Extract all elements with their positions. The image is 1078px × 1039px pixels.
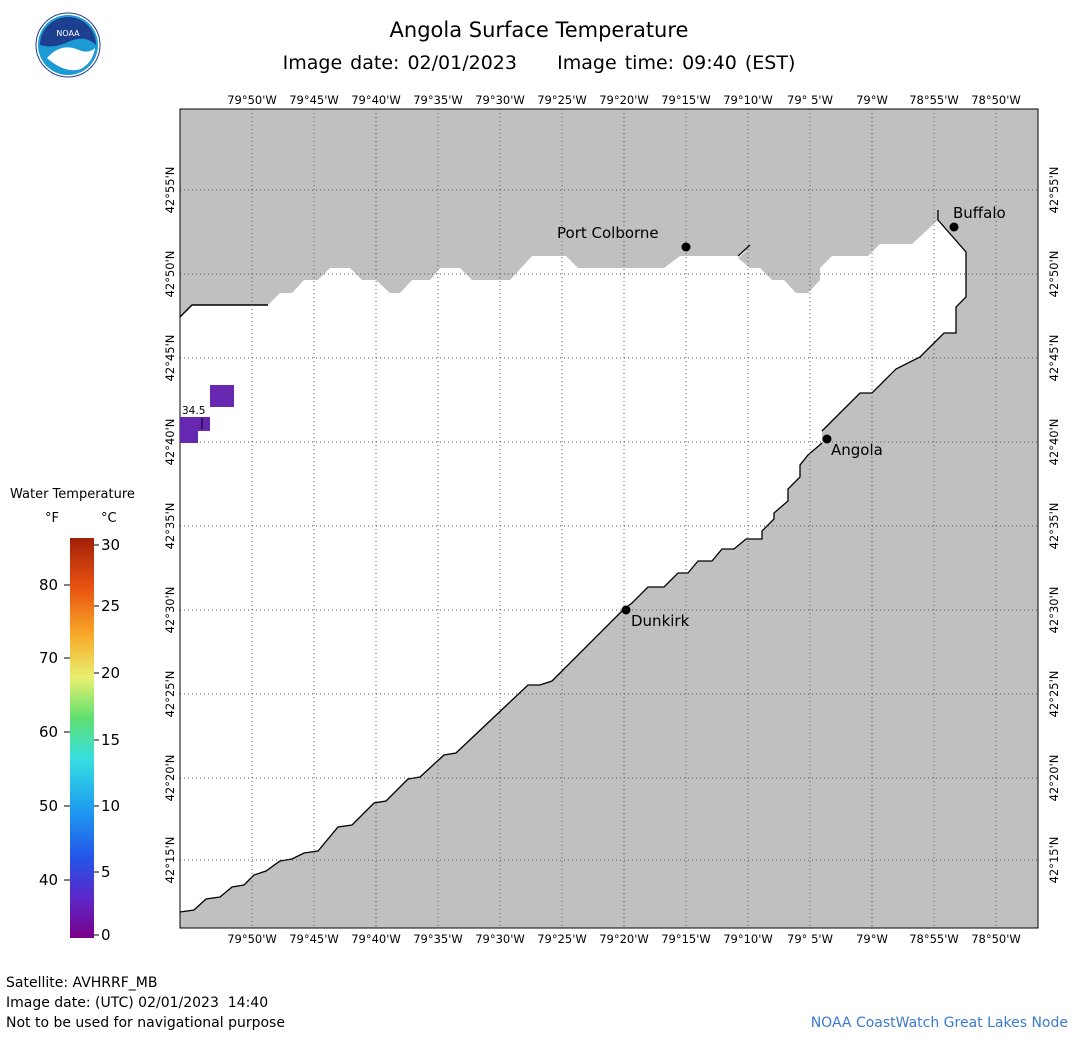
legend-title: Water Temperature	[10, 487, 135, 502]
temperature-pixel	[198, 417, 210, 431]
lon-label: 79°35'W	[413, 932, 463, 946]
legend-unit-f: °F	[45, 511, 59, 526]
legend-c-tick: 15	[101, 731, 120, 749]
map-title: Angola Surface Temperature	[389, 18, 689, 42]
lon-label: 79°50'W	[227, 932, 277, 946]
lon-label: 78°55'W	[909, 932, 959, 946]
lat-label: 42°30'N	[163, 587, 177, 634]
lon-label: 78°50'W	[971, 932, 1021, 946]
lon-label: 79°10'W	[723, 93, 773, 107]
lon-label: 79°W	[856, 932, 888, 946]
lon-label: 79°25'W	[537, 932, 587, 946]
disclaimer: Not to be used for navigational purpose	[6, 1015, 285, 1031]
legend-f-tick: 40	[39, 871, 58, 889]
legend-c-tick: 30	[101, 536, 120, 554]
lon-label: 79°45'W	[289, 93, 339, 107]
temperature-value-label: 34.5	[182, 405, 205, 417]
lon-label: 79°30'W	[475, 932, 525, 946]
legend-c-tick: 0	[101, 926, 111, 944]
lon-label: 79°25'W	[537, 93, 587, 107]
lon-label: 79°30'W	[475, 93, 525, 107]
legend-f-tick: 60	[39, 723, 58, 741]
map-frame	[179, 108, 1039, 929]
lat-label: 42°15'N	[163, 837, 177, 884]
legend-c-tick: 25	[101, 597, 120, 615]
credit-link[interactable]: NOAA CoastWatch Great Lakes Node	[810, 1015, 1068, 1031]
lon-label: 79° 5'W	[787, 93, 833, 107]
lat-label: 42°20'N	[1047, 755, 1061, 802]
noaa-logo: NOAA	[35, 12, 101, 78]
lon-labels-top: 79°50'W 79°45'W 79°40'W 79°35'W 79°30'W 79°25…	[227, 93, 1021, 107]
lat-label: 42°25'N	[1047, 671, 1061, 718]
image-date-label: Image date: 02/01/2023	[282, 52, 517, 74]
lon-label: 79°50'W	[227, 93, 277, 107]
lon-label: 79°20'W	[599, 932, 649, 946]
legend-c-tick: 5	[101, 863, 111, 881]
svg-text:NOAA: NOAA	[56, 29, 80, 38]
place-port-colborne: Port Colborne	[557, 224, 691, 252]
svg-text:Buffalo: Buffalo	[953, 204, 1006, 222]
utc-date-label: Image date: (UTC) 02/01/2023 14:40	[6, 995, 269, 1011]
lon-label: 79°45'W	[289, 932, 339, 946]
satellite-label: Satellite: AVHRRF_MB	[6, 975, 158, 991]
lat-label: 42°25'N	[163, 671, 177, 718]
lon-label: 79°35'W	[413, 93, 463, 107]
svg-text:Dunkirk: Dunkirk	[631, 612, 690, 630]
map-subtitle: Image date: 02/01/2023 Image time: 09:40…	[0, 52, 1078, 74]
legend-color-bar	[70, 538, 94, 938]
legend-unit-c: °C	[101, 511, 117, 526]
lon-label: 79°40'W	[351, 932, 401, 946]
lat-label: 42°30'N	[1047, 587, 1061, 634]
south-shoreline	[821, 210, 967, 432]
place-angola: Angola	[822, 434, 883, 459]
lat-label: 42°55'N	[1047, 167, 1061, 214]
lat-label: 42°40'N	[1047, 419, 1061, 466]
lat-label: 42°20'N	[163, 755, 177, 802]
svg-text:Angola: Angola	[831, 441, 883, 459]
lon-label: 79°40'W	[351, 93, 401, 107]
legend-f-tick: 80	[39, 576, 58, 594]
lon-label: 79°10'W	[723, 932, 773, 946]
lon-label: 79° 5'W	[787, 932, 833, 946]
place-buffalo: Buffalo	[949, 204, 1006, 232]
lon-labels-bottom: 79°50'W 79°45'W 79°40'W 79°35'W 79°30'W 79°25…	[227, 932, 1021, 946]
lat-label: 42°40'N	[163, 419, 177, 466]
lat-label: 42°35'N	[163, 503, 177, 550]
lon-label: 79°20'W	[599, 93, 649, 107]
lat-labels-right: 42°55'N 42°50'N 42°45'N 42°40'N 42°35'N 42°30…	[1047, 167, 1061, 884]
lat-label: 42°45'N	[163, 335, 177, 382]
lon-label: 78°50'W	[971, 93, 1021, 107]
temperature-pixel	[180, 417, 198, 443]
lat-label: 42°45'N	[1047, 335, 1061, 382]
legend-f-tick: 50	[39, 797, 58, 815]
temperature-pixel	[210, 385, 234, 407]
lat-label: 42°50'N	[163, 251, 177, 298]
legend-c-tick: 10	[101, 797, 120, 815]
lat-label: 42°15'N	[1047, 837, 1061, 884]
lon-label: 79°15'W	[661, 932, 711, 946]
image-time-label: Image time: 09:40 (EST)	[557, 52, 796, 74]
lon-label: 78°55'W	[909, 93, 959, 107]
lat-labels-left: 42°55'N 42°50'N 42°45'N 42°40'N 42°35'N 42°30…	[163, 167, 177, 884]
legend-f-tick: 70	[39, 649, 58, 667]
lat-label: 42°55'N	[163, 167, 177, 214]
lat-label: 42°50'N	[1047, 251, 1061, 298]
lat-label: 42°35'N	[1047, 503, 1061, 550]
svg-text:Port Colborne: Port Colborne	[557, 224, 659, 242]
place-dunkirk: Dunkirk	[621, 605, 690, 630]
lon-label: 79°15'W	[661, 93, 711, 107]
north-shoreline	[179, 304, 268, 318]
legend-c-tick: 20	[101, 664, 120, 682]
lon-label: 79°W	[856, 93, 888, 107]
